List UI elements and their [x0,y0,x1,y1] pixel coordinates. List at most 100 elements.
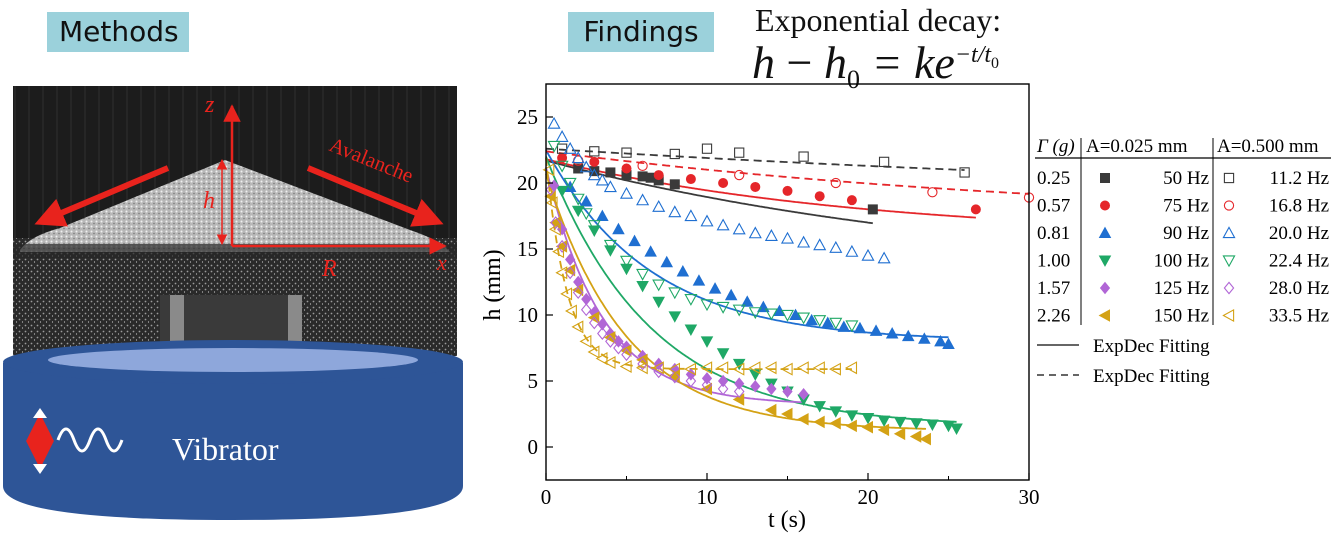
data-point [837,320,851,332]
data-point [565,304,577,318]
data-point [893,427,906,441]
data-point [621,348,632,362]
data-point [587,168,601,181]
data-point [685,368,697,381]
data-point [653,365,665,379]
data-point [685,374,697,388]
height-decay-chart: 0 10 20 30 0 5 10 15 20 25 t (s) h (mm) [480,83,1040,533]
legend-freq-a2: 33.5 Hz [1269,306,1329,327]
h-label: h [203,188,215,214]
r-label: R [321,256,337,282]
data-point [878,156,890,168]
legend-marker [1222,226,1236,239]
data-point [919,432,931,446]
legend-header-a2: A=0.500 mm [1217,136,1319,157]
data-point [780,309,795,322]
data-point [926,419,939,431]
data-point [684,324,698,336]
data-point [764,308,778,321]
data-point [829,416,841,430]
data-point [580,303,592,317]
data-point [829,317,843,330]
data-point [547,140,561,153]
data-point [652,279,666,292]
data-point [885,327,899,339]
data-point [547,116,561,129]
data-point [700,361,713,375]
data-point [797,235,811,248]
fit-curve [545,166,804,404]
data-point [813,415,825,429]
legend-freq-a1: 50 Hz [1163,168,1209,189]
data-point [652,296,665,309]
data-point [653,170,664,181]
data-point [636,353,648,367]
data-point [764,229,778,241]
data-point [740,295,754,307]
data-point [552,245,565,259]
fit-curve [545,173,927,430]
data-point [732,393,745,406]
fit-curve [545,150,1030,195]
legend-freq-a2: 22.4 Hz [1269,251,1329,272]
data-point [846,195,857,206]
data-point [724,288,738,301]
data-point [550,216,561,230]
data-point [959,167,970,178]
data-point [619,255,634,268]
fit-curve [545,159,873,225]
data-point [829,240,843,253]
legend-header-a1: A=0.025 mm [1086,136,1188,157]
y-tick-label: 0 [528,435,539,459]
data-point [545,183,557,197]
methods-label: Methods [47,12,189,52]
legend-gamma-value: 0.57 [1037,196,1070,217]
data-point [668,311,682,323]
data-point [595,352,608,366]
legend-freq-a2: 16.8 Hz [1269,196,1329,217]
data-point [555,130,569,142]
legend-marker [1222,308,1235,323]
data-point [700,336,714,348]
data-point [613,341,624,355]
data-point [708,282,722,294]
data-point [716,361,729,375]
data-point [701,378,713,392]
data-point [853,321,867,334]
legend-freq-a2: 28.0 Hz [1269,278,1329,299]
legend-marker [1223,200,1235,211]
data-point [571,320,584,334]
data-point [628,234,641,247]
data-point [796,361,809,375]
data-point [587,345,600,359]
data-point [565,253,576,266]
legend-marker [1223,172,1235,184]
data-point [893,416,907,429]
data-point [970,204,981,215]
x-tick-label: 30 [1019,485,1040,509]
data-point [927,187,938,198]
legend-gamma-value: 1.00 [1037,251,1070,272]
data-point [764,403,777,417]
data-point [612,222,625,235]
data-point [620,263,633,276]
data-point [764,361,777,375]
vibrator-label: Vibrator [172,431,279,467]
data-point [821,316,835,328]
data-point [548,222,561,236]
data-point [812,361,825,375]
data-point [637,160,648,171]
legend-freq-a1: 100 Hz [1154,251,1209,272]
data-point [669,370,681,384]
data-point [798,387,809,401]
data-point [861,248,875,261]
data-point [668,362,680,376]
legend-gamma-value: 0.81 [1037,223,1070,244]
data-point [877,251,891,264]
data-point [660,255,674,268]
data-point [869,324,883,336]
equation-formula: h − h0 = ke−t/t0 [752,37,1000,95]
data-point [845,361,858,375]
data-point [798,151,809,162]
data-point [813,315,827,328]
